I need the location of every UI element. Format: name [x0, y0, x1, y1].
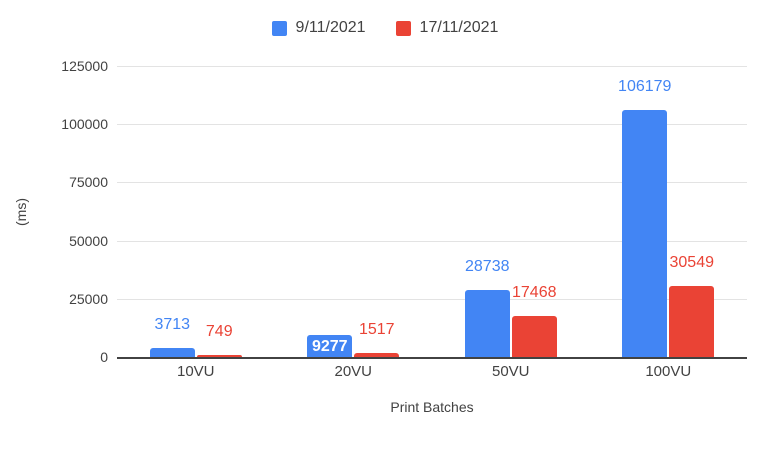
bar-value-label-17-11-2021-10vu: 749 [205, 323, 233, 341]
bar-value-label-9-11-2021-100vu: 106179 [618, 77, 672, 95]
y-axis-tick-label: 0 [100, 349, 108, 365]
legend-swatch-icon [271, 20, 287, 36]
bar-value-label-17-11-2021-50vu: 17468 [512, 284, 557, 302]
bar-9-11-2021-10vu [149, 348, 195, 357]
y-axis-tick-label: 75000 [69, 174, 108, 191]
gridline [117, 298, 747, 300]
legend-label: 9/11/2021 [295, 19, 366, 36]
gridline [117, 66, 747, 67]
bar-value-label-9-11-2021-10vu: 3713 [154, 316, 191, 334]
bar-value-label-17-11-2021-100vu: 30549 [669, 253, 715, 271]
y-axis-tick-label: 100000 [61, 116, 108, 133]
legend-swatch-icon [395, 20, 411, 36]
x-axis-tick-label-10vu: 10VU [176, 363, 215, 380]
gridline [117, 182, 747, 184]
y-axis-tick-label: 125000 [61, 58, 108, 74]
bar-9-11-2021-20vu [307, 335, 353, 357]
bar-value-label-9-11-2021-20vu: 9277 [311, 337, 348, 355]
bar-17-11-2021-20vu [354, 353, 400, 357]
bar-value-label-17-11-2021-20vu: 1517 [358, 321, 395, 339]
bar-9-11-2021-100vu [622, 109, 668, 357]
y-axis-tick-label: 50000 [69, 232, 108, 249]
bar-17-11-2021-50vu [511, 316, 557, 357]
x-axis-title: Print Batches [390, 399, 474, 415]
bar-value-label-9-11-2021-50vu: 28738 [465, 258, 510, 276]
y-axis-title: (ms) [13, 198, 29, 226]
plot-area: 3713 749 9277 1517 28738 17468 106179 30549 [117, 66, 747, 359]
bar-9-11-2021-50vu [464, 290, 510, 357]
legend-item-17-11-2021: 17/11/2021 [395, 19, 499, 37]
bar-17-11-2021-100vu [669, 285, 715, 357]
x-axis-tick-label-100vu: 100VU [645, 363, 692, 380]
legend-item-9-11-2021: 9/11/2021 [271, 19, 366, 37]
legend-label: 17/11/2021 [419, 19, 499, 36]
x-axis-tick-label-50vu: 50VU [491, 363, 530, 380]
gridline [117, 124, 747, 126]
gridline [117, 240, 747, 242]
x-axis-tick-label-20vu: 20VU [334, 363, 373, 380]
y-axis-tick-label: 25000 [69, 290, 108, 307]
chart-legend: 9/11/2021 17/11/2021 [0, 19, 770, 37]
bar-17-11-2021-10vu [196, 355, 242, 357]
